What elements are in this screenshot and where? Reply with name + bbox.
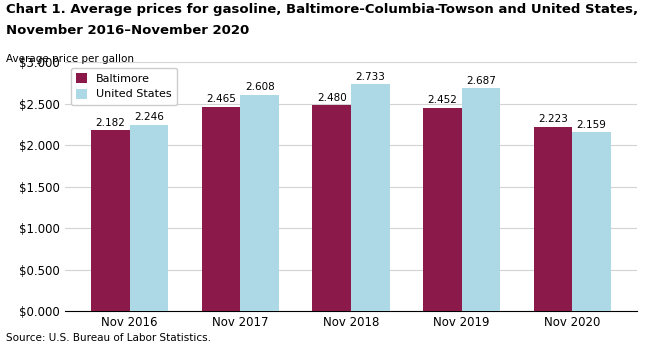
Text: Chart 1. Average prices for gasoline, Baltimore-Columbia-Towson and United State: Chart 1. Average prices for gasoline, Ba… <box>6 3 638 17</box>
Text: Average price per gallon: Average price per gallon <box>6 54 135 64</box>
Text: 2.182: 2.182 <box>96 118 125 128</box>
Text: Source: U.S. Bureau of Labor Statistics.: Source: U.S. Bureau of Labor Statistics. <box>6 333 211 343</box>
Bar <box>240 95 279 311</box>
Text: 2.733: 2.733 <box>356 72 385 82</box>
Bar <box>462 88 501 311</box>
Text: 2.223: 2.223 <box>538 114 568 124</box>
Text: 2.608: 2.608 <box>245 82 274 92</box>
Text: 2.465: 2.465 <box>206 94 236 104</box>
Bar <box>423 108 462 311</box>
Bar <box>202 107 240 311</box>
Text: 2.480: 2.480 <box>317 93 346 103</box>
Text: 2.246: 2.246 <box>134 112 164 122</box>
Bar <box>312 106 351 311</box>
Bar <box>534 127 572 311</box>
Bar <box>572 132 611 311</box>
Text: 2.687: 2.687 <box>466 76 496 86</box>
Legend: Baltimore, United States: Baltimore, United States <box>71 68 177 105</box>
Text: 2.159: 2.159 <box>577 120 606 130</box>
Text: November 2016–November 2020: November 2016–November 2020 <box>6 24 250 37</box>
Text: 2.452: 2.452 <box>427 95 457 105</box>
Bar <box>351 84 390 311</box>
Bar <box>130 125 168 311</box>
Bar <box>91 130 130 311</box>
